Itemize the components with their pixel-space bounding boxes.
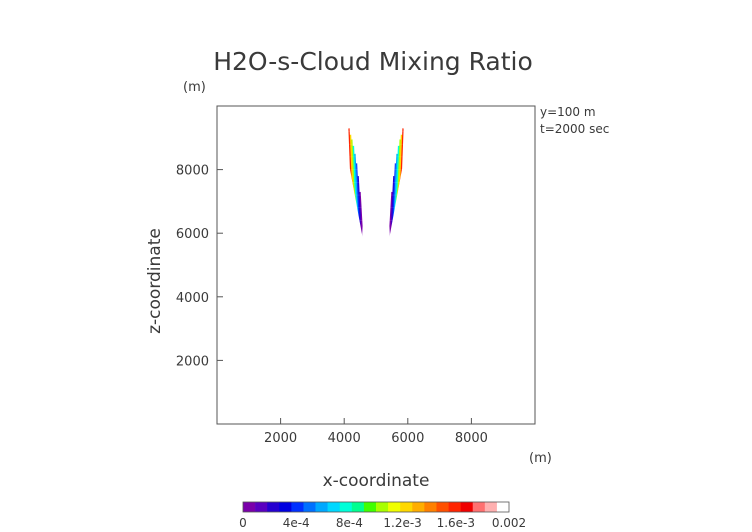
colorbar-swatch-13 [400,502,413,512]
colorbar-swatch-8 [339,502,353,512]
colorbar-swatch-0 [243,502,256,512]
colorbar-swatch-10 [363,502,377,512]
colorbar-tick-label-5: 0.002 [492,516,526,530]
y-unit-label: (m) [183,80,206,95]
colorbar-tick-label-1: 4e-4 [283,516,310,530]
y-tick-label-0: 2000 [176,354,209,369]
colorbar-tick-label-2: 8e-4 [336,516,363,530]
colorbar-swatch-21 [496,502,510,512]
colorbar-swatch-15 [424,502,437,512]
colorbar-swatch-5 [303,502,316,512]
colorbar-frame [242,501,510,513]
grid-layer [217,106,535,424]
y-axis-title: z-coordinate [145,228,165,334]
colorbar-swatch-2 [267,502,280,512]
plot-area [217,106,535,424]
annotation-y: y=100 m [540,105,596,119]
colorbar-tick-label-0: 0 [239,516,247,530]
colorbar-swatch-7 [327,502,341,512]
colorbar-swatch-18 [460,502,474,512]
colorbar-swatch-17 [448,502,461,512]
colorbar-swatch-20 [484,502,498,512]
chart-title: H2O-s-Cloud Mixing Ratio [213,47,533,76]
contour-fill-layer [217,106,535,424]
colorbar-swatch-9 [351,502,365,512]
colorbar-swatch-4 [291,502,304,512]
x-tick-label-0: 2000 [264,431,297,446]
y-tick-label-1: 4000 [176,291,209,306]
contour-band-8 [217,117,535,424]
x-unit-label: (m) [529,451,552,466]
plot-frame [216,105,536,425]
y-tick-label-3: 8000 [176,164,209,179]
colorbar-tick-label-3: 1.2e-3 [383,516,421,530]
y-tick-label-2: 6000 [176,227,209,242]
colorbar-swatch-19 [472,502,486,512]
colorbar-swatch-1 [255,502,268,512]
colorbar-swatch-12 [388,502,401,512]
colorbar-swatch-14 [412,502,425,512]
colorbar-tick-label-4: 1.6e-3 [437,516,475,530]
x-tick-label-1: 4000 [328,431,361,446]
axis-layer: 2000 4000 6000 8000 2000 4000 6000 8000 [176,164,488,446]
x-axis-title: x-coordinate [323,471,430,491]
colorbar-swatch-3 [279,502,292,512]
colorbar-swatch-16 [436,502,449,512]
x-tick-label-2: 6000 [391,431,424,446]
colorbar: 0 4e-4 8e-4 1.2e-3 1.6e-3 0.002 [239,501,526,530]
x-tick-label-3: 8000 [455,431,488,446]
annotation-t: t=2000 sec [540,122,609,136]
colorbar-swatch-6 [315,502,328,512]
colorbar-swatch-11 [376,502,389,512]
